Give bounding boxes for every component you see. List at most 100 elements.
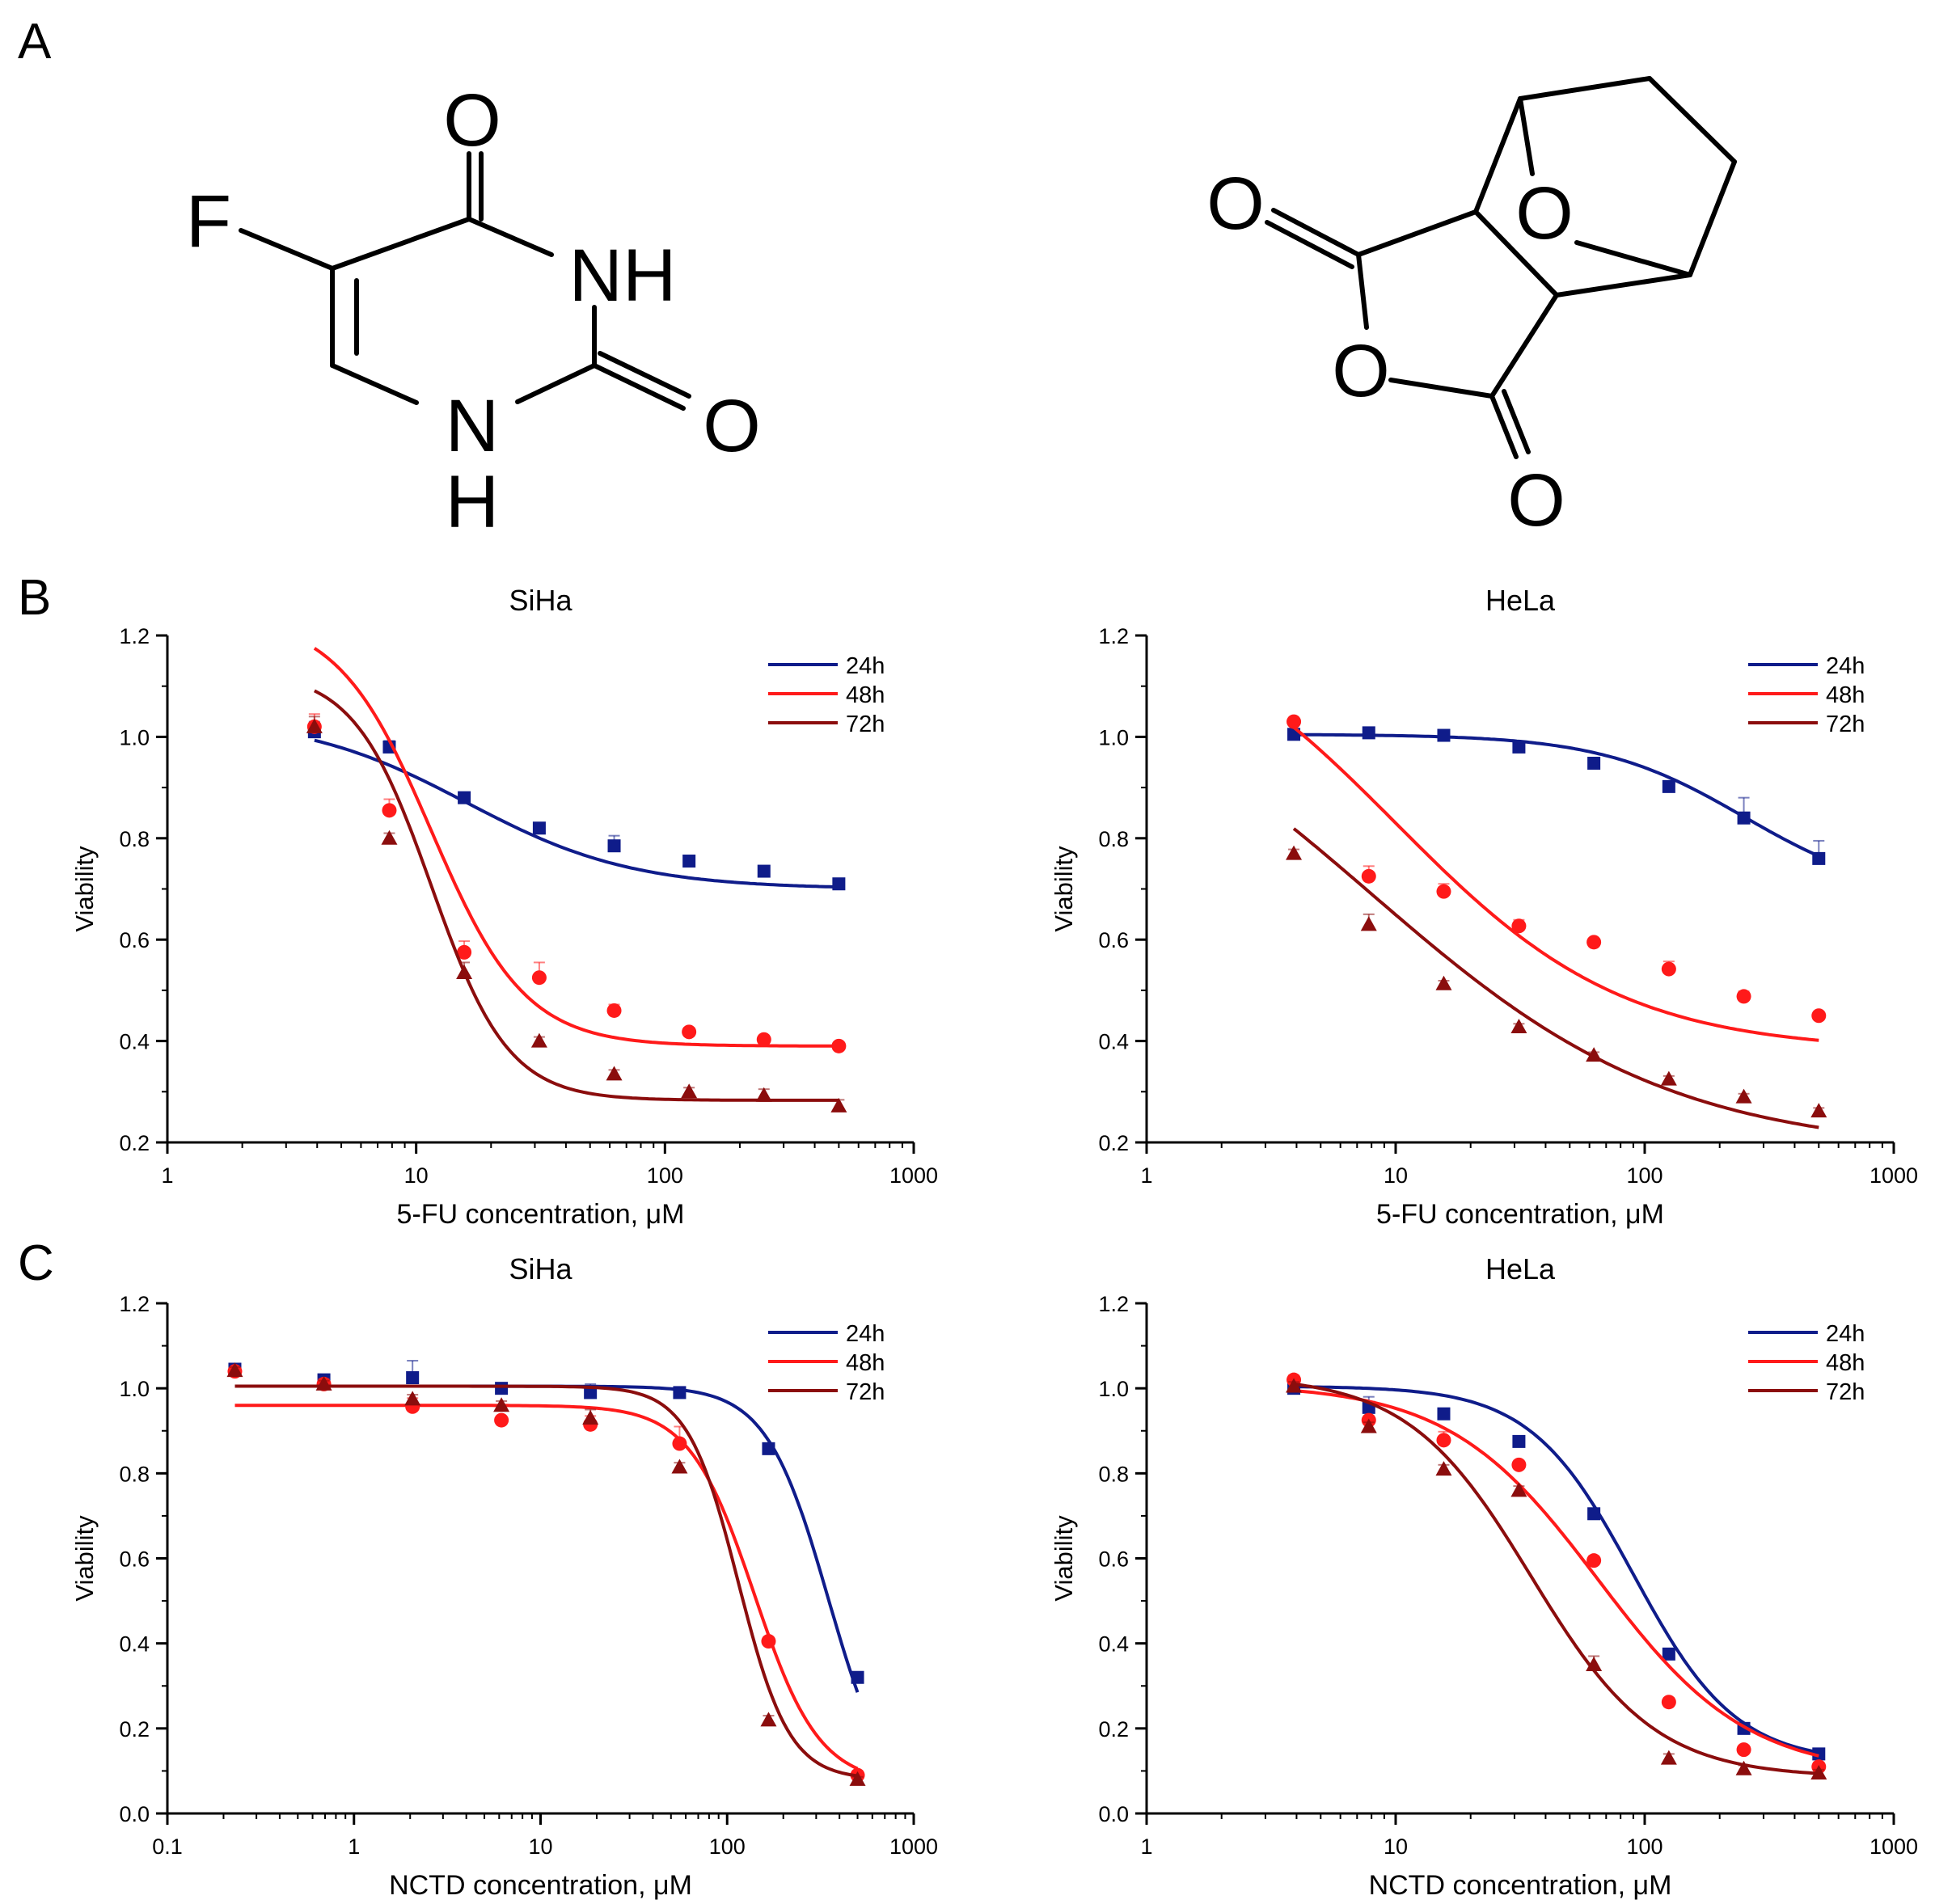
data-point	[1587, 1507, 1601, 1521]
data-point	[495, 1382, 509, 1395]
norcantharidin-atoms: O O O O	[1206, 163, 1574, 542]
legend-label: 72h	[1826, 1379, 1865, 1405]
x-tick-label: 1000	[889, 1834, 938, 1859]
data-point	[831, 1038, 847, 1053]
y-tick-label: 1.0	[119, 1377, 150, 1401]
legend-label: 24h	[846, 653, 885, 679]
data-point	[531, 970, 547, 986]
data-point	[404, 1391, 421, 1406]
data-point	[493, 1397, 510, 1412]
data-point	[1286, 714, 1302, 729]
data-point	[849, 1771, 866, 1786]
data-point	[1437, 1407, 1451, 1421]
data-point	[682, 855, 696, 868]
data-point	[1662, 779, 1675, 793]
atom-h: H	[446, 461, 499, 543]
y-tick-label: 0.2	[1098, 1717, 1129, 1741]
series-48h	[1286, 714, 1827, 1042]
data-point	[671, 1459, 688, 1474]
data-point	[756, 1032, 771, 1047]
data-point	[1586, 1553, 1602, 1568]
data-point	[1660, 1750, 1677, 1765]
x-tick-label: 1	[1140, 1163, 1152, 1188]
fit-curve	[1294, 1385, 1819, 1754]
x-tick-label: 10	[1384, 1834, 1408, 1859]
x-tick-label: 1	[161, 1163, 173, 1188]
y-tick-label: 0.6	[1098, 928, 1129, 952]
data-point	[494, 1412, 509, 1428]
x-axis-label: NCTD concentration, μM	[389, 1870, 692, 1901]
data-point	[1735, 1760, 1752, 1775]
x-tick-label: 100	[709, 1834, 746, 1859]
series-72h	[1286, 1378, 1827, 1780]
data-point	[1435, 1461, 1452, 1476]
data-point	[530, 1032, 547, 1048]
y-axis-label: Viability	[1050, 1515, 1078, 1602]
y-tick-label: 0.2	[119, 1131, 150, 1155]
legend-label: 72h	[846, 1379, 885, 1405]
data-point	[381, 830, 398, 845]
y-tick-label: 0.8	[119, 827, 150, 851]
data-point	[1660, 1070, 1677, 1086]
x-axis-label: 5-FU concentration, μM	[1376, 1199, 1664, 1230]
data-point	[757, 864, 771, 878]
panel-label-b: B	[18, 570, 51, 626]
bond-f	[1574, 240, 1692, 277]
bond-g	[1473, 209, 1559, 298]
y-tick-label: 0.6	[119, 1547, 150, 1572]
series-72h	[1286, 827, 1827, 1129]
bond-b	[1647, 76, 1737, 164]
fit-curve	[1293, 1382, 1819, 1775]
data-point	[582, 1409, 599, 1425]
bond-e	[1518, 96, 1535, 176]
fit-curve	[1292, 726, 1819, 1042]
data-point	[456, 964, 473, 979]
fluorouracil-atoms: O F NH O N H	[186, 79, 761, 543]
bond-c2-o-double	[598, 351, 691, 399]
data-point	[1810, 1103, 1827, 1118]
fit-curve	[1292, 827, 1819, 1129]
fit-curve	[234, 1404, 859, 1771]
y-axis-label: Viability	[1050, 846, 1078, 932]
data-point	[607, 839, 621, 853]
atom-o-carbonyl-left: O	[1206, 163, 1265, 245]
data-point	[584, 1386, 598, 1400]
y-tick-label: 1.2	[1098, 1292, 1129, 1316]
x-tick-label: 1	[348, 1834, 360, 1859]
data-point	[1586, 1047, 1603, 1062]
x-tick-label: 100	[647, 1163, 683, 1188]
chart-c-siha: 0.1 1 10 100 1000 0.0 0.2 0.4 0.6 0.8 1.0 1.2 SiHa NC…	[70, 1252, 938, 1901]
panel-label-c: C	[18, 1235, 54, 1291]
x-axis-label: 5-FU concentration, μM	[397, 1199, 685, 1230]
data-point	[1286, 845, 1303, 860]
y-tick-label: 0.4	[1098, 1632, 1129, 1657]
y-tick-label: 0.4	[119, 1632, 150, 1657]
bond-n1-c6	[330, 363, 419, 405]
x-tick-label: 100	[1626, 1834, 1662, 1859]
bond-c5-f	[239, 228, 335, 271]
fit-curve	[313, 647, 839, 1048]
norcantharidin-structure	[1265, 76, 1737, 459]
bond-c2-n1	[515, 363, 597, 404]
y-tick-label: 0.6	[1098, 1547, 1129, 1572]
data-point	[761, 1634, 776, 1649]
x-tick-label: 1	[1140, 1834, 1152, 1859]
data-point	[760, 1712, 777, 1727]
y-tick-label: 1.0	[1098, 1377, 1129, 1401]
data-point	[1286, 1378, 1303, 1393]
data-point	[673, 1386, 687, 1400]
y-tick-label: 1.0	[119, 725, 150, 749]
legend-label: 48h	[846, 682, 885, 708]
data-point	[1737, 811, 1751, 825]
chart-title: SiHa	[509, 1252, 572, 1286]
data-point	[532, 821, 546, 835]
x-tick-label: 1000	[1870, 1834, 1918, 1859]
legend-label: 24h	[846, 1321, 885, 1347]
x-tick-label: 10	[1384, 1163, 1408, 1188]
y-tick-label: 0.2	[1098, 1131, 1129, 1155]
data-point	[382, 803, 397, 818]
data-point	[226, 1362, 243, 1378]
data-point	[1661, 961, 1676, 977]
x-tick-label: 1000	[1870, 1163, 1918, 1188]
data-point	[458, 791, 471, 804]
